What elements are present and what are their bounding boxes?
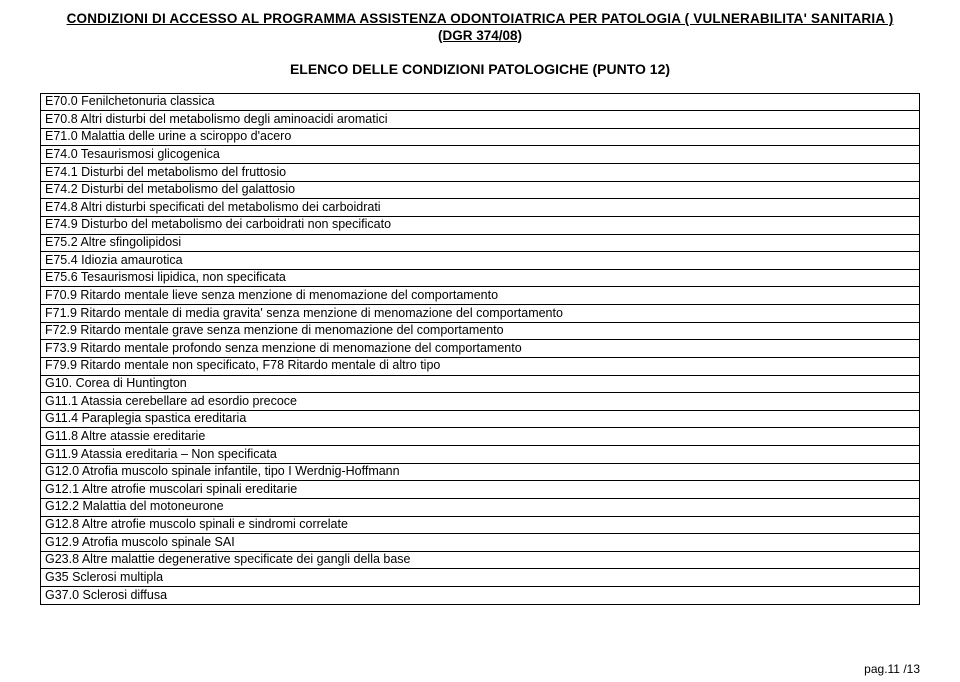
condition-cell: E75.4 Idiozia amaurotica <box>41 252 920 270</box>
table-row: G12.0 Atrofia muscolo spinale infantile,… <box>41 463 920 481</box>
header-title: CONDIZIONI DI ACCESSO AL PROGRAMMA ASSIS… <box>40 10 920 28</box>
condition-cell: F73.9 Ritardo mentale profondo senza men… <box>41 340 920 358</box>
table-row: E75.2 Altre sfingolipidosi <box>41 234 920 252</box>
table-row: G12.8 Altre atrofie muscolo spinali e si… <box>41 516 920 534</box>
condition-cell: E74.9 Disturbo del metabolismo dei carbo… <box>41 216 920 234</box>
condition-cell: E74.1 Disturbi del metabolismo del frutt… <box>41 164 920 182</box>
condition-cell: G12.9 Atrofia muscolo spinale SAI <box>41 534 920 552</box>
table-row: F70.9 Ritardo mentale lieve senza menzio… <box>41 287 920 305</box>
header-subtitle: (DGR 374/08) <box>40 28 920 43</box>
condition-cell: G12.0 Atrofia muscolo spinale infantile,… <box>41 463 920 481</box>
table-row: E75.6 Tesaurismosi lipidica, non specifi… <box>41 269 920 287</box>
condition-cell: G10. Corea di Huntington <box>41 375 920 393</box>
condition-cell: G11.1 Atassia cerebellare ad esordio pre… <box>41 393 920 411</box>
table-row: G11.9 Atassia ereditaria – Non specifica… <box>41 446 920 464</box>
table-row: G23.8 Altre malattie degenerative specif… <box>41 551 920 569</box>
condition-cell: G35 Sclerosi multipla <box>41 569 920 587</box>
table-row: G11.4 Paraplegia spastica ereditaria <box>41 410 920 428</box>
condition-cell: E74.8 Altri disturbi specificati del met… <box>41 199 920 217</box>
table-row: E71.0 Malattia delle urine a sciroppo d'… <box>41 128 920 146</box>
table-row: F71.9 Ritardo mentale di media gravita' … <box>41 305 920 323</box>
table-row: G10. Corea di Huntington <box>41 375 920 393</box>
condition-cell: G23.8 Altre malattie degenerative specif… <box>41 551 920 569</box>
condition-cell: G37.0 Sclerosi diffusa <box>41 587 920 605</box>
conditions-table: E70.0 Fenilchetonuria classicaE70.8 Altr… <box>40 93 920 605</box>
condition-cell: G12.2 Malattia del motoneurone <box>41 498 920 516</box>
condition-cell: E70.8 Altri disturbi del metabolismo deg… <box>41 111 920 129</box>
table-row: E74.1 Disturbi del metabolismo del frutt… <box>41 164 920 182</box>
condition-cell: F72.9 Ritardo mentale grave senza menzio… <box>41 322 920 340</box>
table-row: F72.9 Ritardo mentale grave senza menzio… <box>41 322 920 340</box>
table-row: F73.9 Ritardo mentale profondo senza men… <box>41 340 920 358</box>
table-row: E70.8 Altri disturbi del metabolismo deg… <box>41 111 920 129</box>
condition-cell: E74.0 Tesaurismosi glicogenica <box>41 146 920 164</box>
condition-cell: G12.8 Altre atrofie muscolo spinali e si… <box>41 516 920 534</box>
condition-cell: E75.6 Tesaurismosi lipidica, non specifi… <box>41 269 920 287</box>
table-row: E74.8 Altri disturbi specificati del met… <box>41 199 920 217</box>
table-row: E74.2 Disturbi del metabolismo del galat… <box>41 181 920 199</box>
condition-cell: E75.2 Altre sfingolipidosi <box>41 234 920 252</box>
condition-cell: G11.8 Altre atassie ereditarie <box>41 428 920 446</box>
condition-cell: E74.2 Disturbi del metabolismo del galat… <box>41 181 920 199</box>
condition-cell: F79.9 Ritardo mentale non specificato, F… <box>41 357 920 375</box>
condition-cell: G12.1 Altre atrofie muscolari spinali er… <box>41 481 920 499</box>
page-number: pag.11 /13 <box>864 662 920 676</box>
table-row: G12.1 Altre atrofie muscolari spinali er… <box>41 481 920 499</box>
table-row: G12.9 Atrofia muscolo spinale SAI <box>41 534 920 552</box>
condition-cell: F70.9 Ritardo mentale lieve senza menzio… <box>41 287 920 305</box>
condition-cell: G11.9 Atassia ereditaria – Non specifica… <box>41 446 920 464</box>
table-row: E70.0 Fenilchetonuria classica <box>41 93 920 111</box>
table-row: G12.2 Malattia del motoneurone <box>41 498 920 516</box>
section-title: ELENCO DELLE CONDIZIONI PATOLOGICHE (PUN… <box>40 61 920 77</box>
table-row: E74.9 Disturbo del metabolismo dei carbo… <box>41 216 920 234</box>
condition-cell: G11.4 Paraplegia spastica ereditaria <box>41 410 920 428</box>
condition-cell: F71.9 Ritardo mentale di media gravita' … <box>41 305 920 323</box>
condition-cell: E71.0 Malattia delle urine a sciroppo d'… <box>41 128 920 146</box>
table-row: G11.8 Altre atassie ereditarie <box>41 428 920 446</box>
condition-cell: E70.0 Fenilchetonuria classica <box>41 93 920 111</box>
table-row: E74.0 Tesaurismosi glicogenica <box>41 146 920 164</box>
table-row: G37.0 Sclerosi diffusa <box>41 587 920 605</box>
table-row: G35 Sclerosi multipla <box>41 569 920 587</box>
table-row: E75.4 Idiozia amaurotica <box>41 252 920 270</box>
table-row: F79.9 Ritardo mentale non specificato, F… <box>41 357 920 375</box>
table-row: G11.1 Atassia cerebellare ad esordio pre… <box>41 393 920 411</box>
